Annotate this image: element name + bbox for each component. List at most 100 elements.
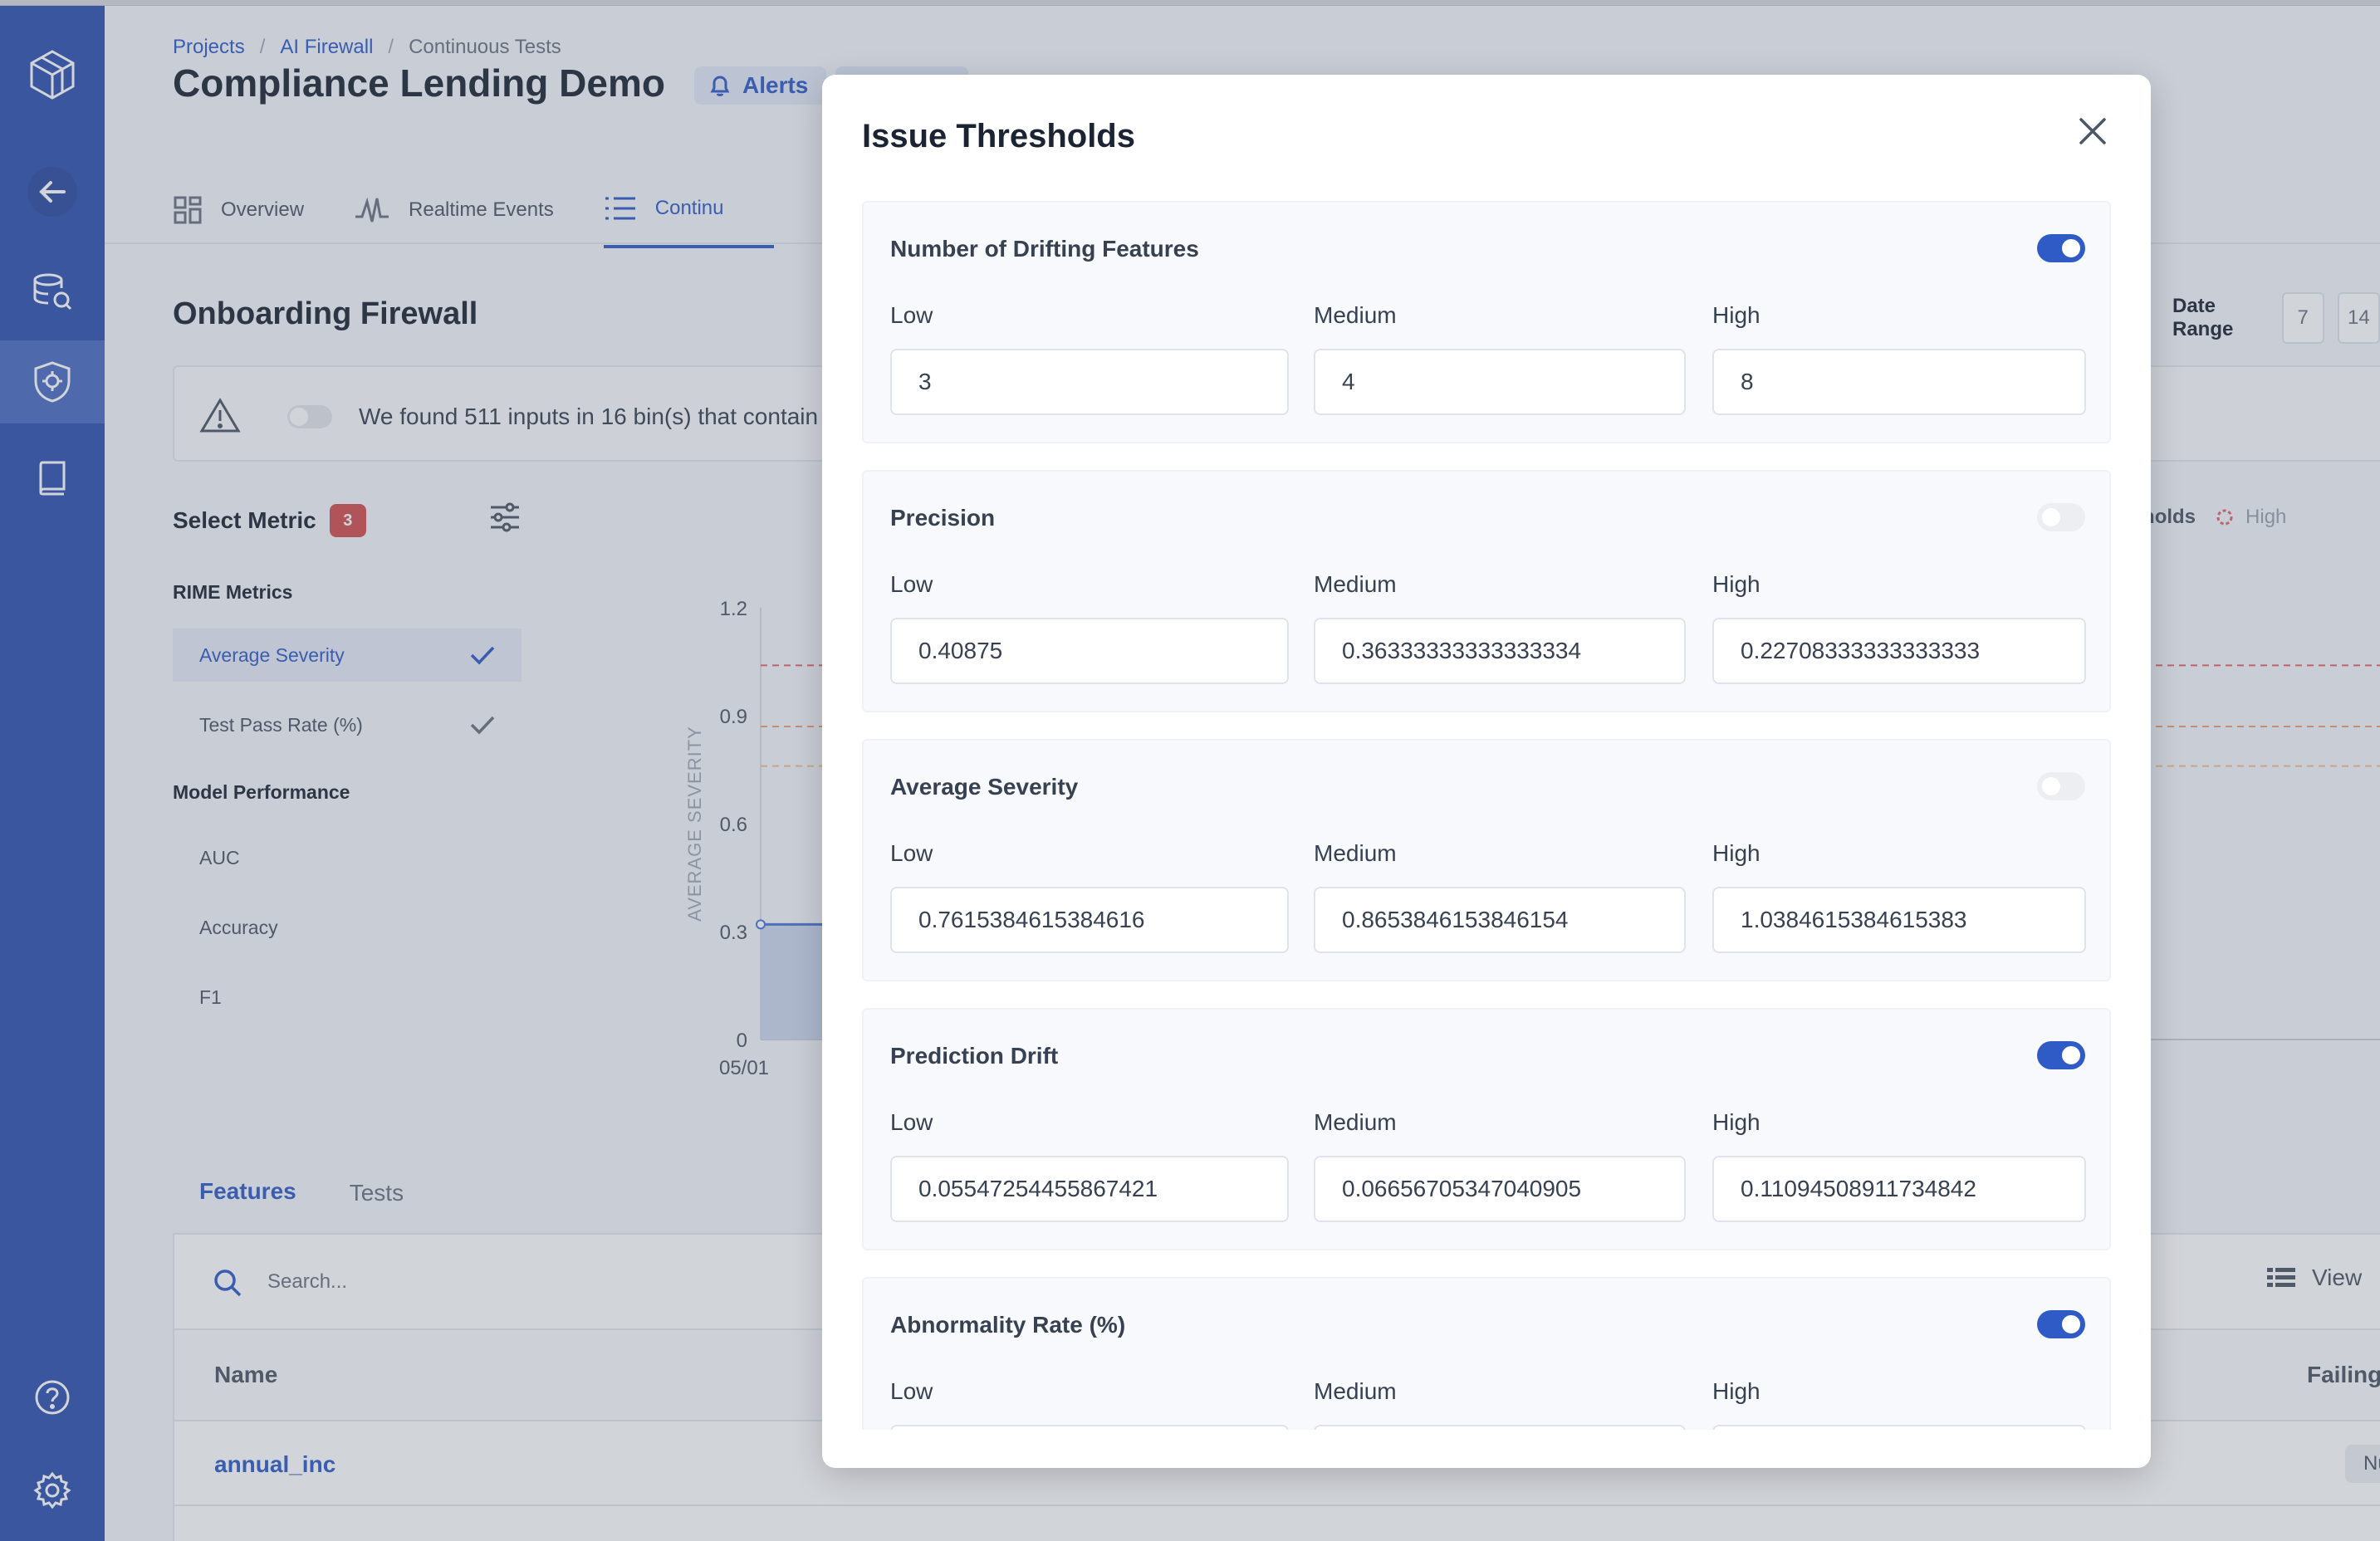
y-tick-label: 1.2 bbox=[720, 598, 747, 620]
medium-threshold-input[interactable] bbox=[1314, 887, 1686, 953]
metric-item-f1[interactable]: F1 bbox=[173, 971, 522, 1024]
modal-title: Issue Thresholds bbox=[862, 118, 1135, 154]
select-metric-label: Select Metric bbox=[173, 507, 316, 533]
low-threshold-input[interactable] bbox=[890, 1425, 1289, 1430]
legend-high-label: High bbox=[2245, 506, 2287, 528]
date-range-14[interactable]: 14 bbox=[2337, 292, 2380, 344]
low-threshold-input[interactable] bbox=[890, 887, 1289, 953]
breadcrumb-separator: / bbox=[259, 36, 266, 58]
tab-label: Realtime Events bbox=[409, 198, 554, 221]
feature-type-tag: Numeric Fea bbox=[2345, 1445, 2380, 1483]
threshold-toggle[interactable] bbox=[2037, 1310, 2085, 1338]
firewall-shield-icon[interactable] bbox=[0, 340, 105, 423]
banner-toggle[interactable] bbox=[287, 405, 332, 428]
high-label: High bbox=[1712, 302, 1761, 328]
date-range-label: Date Range bbox=[2172, 295, 2234, 340]
tab-continuous-tests[interactable]: Continu bbox=[603, 172, 774, 248]
low-threshold-input[interactable] bbox=[890, 349, 1289, 415]
threshold-toggle[interactable] bbox=[2037, 1041, 2085, 1069]
filter-sliders-icon[interactable] bbox=[488, 501, 522, 534]
metric-item-auc[interactable]: AUC bbox=[173, 831, 522, 884]
modal-body: Number of Drifting Features Low Medium H… bbox=[862, 201, 2111, 1430]
medium-threshold-input[interactable] bbox=[1314, 1425, 1686, 1430]
metric-item-label: Test Pass Rate (%) bbox=[199, 713, 363, 736]
list-view-icon bbox=[2267, 1268, 2295, 1287]
medium-threshold-input[interactable] bbox=[1314, 618, 1686, 684]
bell-icon bbox=[710, 76, 730, 96]
threshold-toggle[interactable] bbox=[2037, 234, 2085, 262]
threshold-card-average-severity: Average Severity Low Medium High bbox=[862, 739, 2111, 981]
metric-item-label: AUC bbox=[199, 846, 240, 868]
date-range-7[interactable]: 7 bbox=[2281, 292, 2324, 344]
low-label: Low bbox=[890, 302, 933, 328]
breadcrumb-projects[interactable]: Projects bbox=[173, 36, 245, 58]
view-toggle-button[interactable]: View bbox=[2267, 1265, 2362, 1291]
list-icon bbox=[605, 197, 635, 220]
alerts-button[interactable]: Alerts bbox=[694, 66, 827, 105]
high-threshold-input[interactable] bbox=[1712, 887, 2086, 953]
medium-label: Medium bbox=[1314, 1109, 1397, 1135]
low-threshold-input[interactable] bbox=[890, 618, 1289, 684]
tab-tests[interactable]: Tests bbox=[349, 1180, 404, 1206]
help-icon[interactable] bbox=[0, 1356, 105, 1439]
tab-realtime-events[interactable]: Realtime Events bbox=[354, 172, 604, 248]
y-tick-label: 0.3 bbox=[720, 922, 747, 944]
metric-group-title: Model Performance bbox=[173, 781, 350, 803]
metric-item-accuracy[interactable]: Accuracy bbox=[173, 901, 522, 954]
logo-icon[interactable] bbox=[0, 33, 105, 116]
card-title: Abnormality Rate (%) bbox=[890, 1312, 1126, 1338]
banner-text: We found 511 inputs in 16 bin(s) that co… bbox=[359, 404, 819, 429]
card-title: Number of Drifting Features bbox=[890, 236, 1199, 262]
select-metric-header: Select Metric 3 bbox=[173, 504, 366, 537]
high-threshold-input[interactable] bbox=[1712, 618, 2086, 684]
close-icon[interactable] bbox=[2074, 113, 2111, 149]
check-icon bbox=[470, 716, 495, 735]
book-icon[interactable] bbox=[0, 436, 105, 519]
low-threshold-input[interactable] bbox=[890, 1156, 1289, 1222]
sidebar bbox=[0, 6, 105, 1541]
toggle-knob bbox=[2062, 1315, 2080, 1333]
alerts-label: Alerts bbox=[742, 72, 809, 98]
high-threshold-input[interactable] bbox=[1712, 349, 2086, 415]
section-title: Onboarding Firewall bbox=[173, 296, 478, 331]
table-row[interactable]: annual_inc Numeric Fea bbox=[174, 1423, 2380, 1506]
y-tick-label: 0 bbox=[737, 1030, 747, 1052]
back-button[interactable] bbox=[0, 150, 105, 233]
high-label: High bbox=[1712, 1378, 1761, 1404]
y-axis-label: AVERAGE SEVERITY bbox=[684, 726, 705, 922]
page-title: Compliance Lending Demo bbox=[173, 61, 665, 105]
threshold-card-drifting-features: Number of Drifting Features Low Medium H… bbox=[862, 201, 2111, 443]
high-threshold-input[interactable] bbox=[1712, 1156, 2086, 1222]
feature-name-link[interactable]: annual_inc bbox=[214, 1451, 336, 1477]
column-name-header[interactable]: Name bbox=[214, 1362, 278, 1387]
medium-label: Medium bbox=[1314, 571, 1397, 597]
legend-high: High bbox=[2216, 506, 2286, 529]
low-label: Low bbox=[890, 840, 933, 866]
high-threshold-input[interactable] bbox=[1712, 1425, 2086, 1430]
column-failing-tests-header[interactable]: Failing Tests bbox=[2307, 1362, 2380, 1387]
grid-icon bbox=[174, 196, 202, 224]
metric-item-average-severity[interactable]: Average Severity bbox=[173, 629, 522, 682]
data-point bbox=[756, 919, 766, 930]
breadcrumb: Projects / AI Firewall / Continuous Test… bbox=[173, 36, 561, 59]
data-search-icon[interactable] bbox=[0, 251, 105, 334]
threshold-toggle[interactable] bbox=[2037, 772, 2085, 800]
medium-label: Medium bbox=[1314, 840, 1397, 866]
metric-item-test-pass-rate[interactable]: Test Pass Rate (%) bbox=[173, 698, 522, 751]
tab-overview[interactable]: Overview bbox=[173, 172, 354, 248]
tab-label: Continu bbox=[654, 197, 724, 219]
low-label: Low bbox=[890, 1109, 933, 1135]
tab-label: Overview bbox=[221, 198, 305, 221]
high-label: High bbox=[1712, 571, 1761, 597]
medium-threshold-input[interactable] bbox=[1314, 1156, 1686, 1222]
medium-threshold-input[interactable] bbox=[1314, 349, 1686, 415]
low-label: Low bbox=[890, 571, 933, 597]
settings-gear-icon[interactable] bbox=[0, 1449, 105, 1532]
issue-thresholds-modal: Issue Thresholds Number of Drifting Feat… bbox=[822, 75, 2151, 1468]
threshold-toggle[interactable] bbox=[2037, 503, 2085, 531]
breadcrumb-ai-firewall[interactable]: AI Firewall bbox=[280, 36, 374, 58]
high-marker-icon bbox=[2216, 509, 2233, 526]
search-input[interactable] bbox=[267, 1263, 932, 1301]
search-icon bbox=[214, 1269, 242, 1297]
